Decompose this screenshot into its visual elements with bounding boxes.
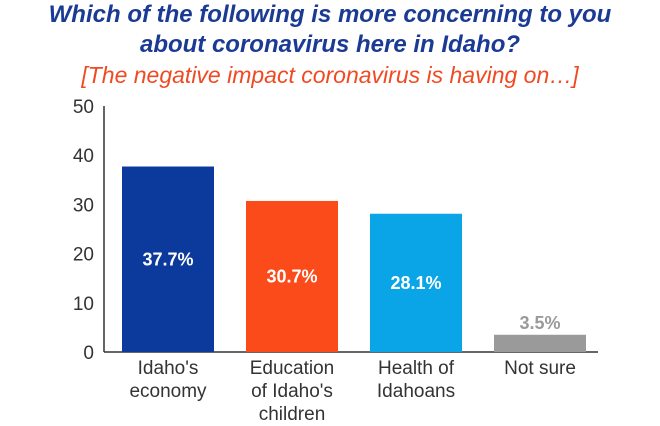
- x-category-label: economy: [129, 381, 207, 402]
- x-category-label: Not sure: [504, 358, 576, 379]
- chart-subtitle: [The negative impact coronavirus is havi…: [81, 62, 579, 88]
- y-tick-label: 0: [83, 343, 94, 364]
- chart-title-line-2: about coronavirus here in Idaho?: [139, 31, 521, 58]
- data-label: 37.7%: [142, 249, 193, 269]
- y-tick-label: 30: [73, 195, 94, 216]
- bar-1: [246, 200, 338, 352]
- bar-0: [122, 166, 214, 352]
- data-label: 30.7%: [266, 266, 317, 286]
- data-label: 28.1%: [390, 273, 441, 293]
- x-category-label: Education: [250, 358, 335, 379]
- x-category-label: Health of: [378, 358, 455, 379]
- x-category-label: of Idaho's: [251, 381, 333, 402]
- x-category-label: children: [259, 404, 326, 425]
- x-category-label: Idaho's: [138, 358, 199, 379]
- chart-title-line-1: Which of the following is more concernin…: [48, 1, 612, 28]
- y-tick-label: 50: [73, 97, 94, 118]
- bar-2: [370, 213, 462, 352]
- bar-3: [494, 334, 586, 352]
- data-label: 3.5%: [519, 313, 560, 333]
- x-category-label: Idahoans: [377, 381, 455, 402]
- y-tick-label: 40: [73, 146, 94, 167]
- y-tick-label: 10: [73, 294, 94, 315]
- y-tick-label: 20: [73, 245, 94, 266]
